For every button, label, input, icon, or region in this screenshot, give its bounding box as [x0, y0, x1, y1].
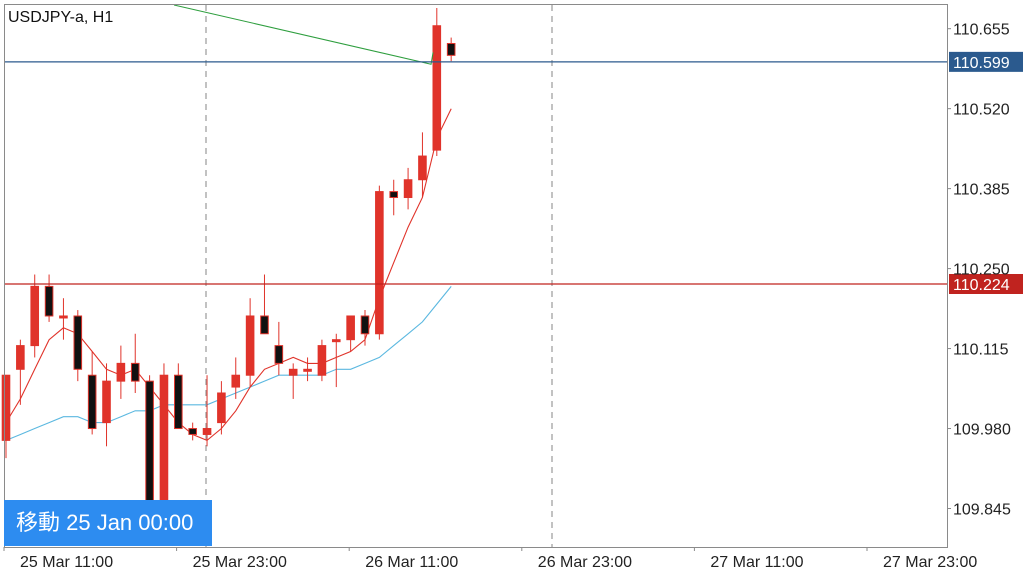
candle-body-up — [331, 339, 341, 343]
candle-body-up — [217, 392, 226, 424]
y-tick-label: 110.520 — [953, 102, 1010, 119]
candle-body-up — [375, 191, 384, 335]
trendline — [173, 4, 434, 65]
candle-body-up — [1, 374, 11, 441]
y-tick-label: 110.655 — [953, 22, 1010, 39]
candle-body-up — [116, 362, 126, 382]
goto-date-button[interactable]: 移動 25 Jan 00:00 — [4, 500, 212, 546]
x-tick-label: 27 Mar 23:00 — [883, 554, 977, 571]
candle-body-up — [102, 380, 111, 424]
y-tick-label: 110.115 — [953, 342, 1009, 359]
moving-averages — [5, 108, 452, 442]
candle-body-down — [260, 315, 269, 335]
candle-body-down — [174, 374, 183, 430]
candle-body-up — [346, 315, 355, 341]
candle-body-up — [418, 155, 427, 181]
x-tick-label: 25 Mar 23:00 — [193, 554, 287, 571]
plot-frame — [4, 4, 948, 548]
ma-red-line — [5, 108, 452, 442]
candle-body-up — [403, 179, 413, 199]
candle-body-up — [317, 345, 327, 376]
candle-body-up — [159, 374, 169, 512]
price-tag-0 — [949, 51, 1023, 72]
trendline-layer — [173, 4, 434, 65]
x-tick-label: 25 Mar 11:00 — [20, 554, 113, 571]
x-tick-label: 26 Mar 11:00 — [365, 554, 458, 571]
candles — [1, 7, 456, 524]
ma-blue-line — [5, 286, 452, 441]
price-tag-label-1: 110.224 — [953, 277, 1010, 294]
candle-body-down — [446, 43, 456, 56]
price-axis: 110.655 110.520 110.385 110.250 110.115 109.9… — [947, 22, 1011, 518]
candle-body-down — [188, 428, 197, 435]
price-tag-1 — [949, 273, 1023, 294]
price-tag-label-0: 110.599 — [953, 55, 1010, 72]
candle-body-up — [303, 368, 312, 372]
candle-body-up — [288, 368, 298, 376]
x-tick-label: 26 Mar 23:00 — [538, 554, 632, 571]
candle-body-down — [145, 380, 154, 518]
candle-body-down — [274, 345, 284, 364]
candle-body-up — [59, 315, 68, 319]
candle-body-up — [245, 315, 255, 376]
candle-body-down — [44, 285, 54, 317]
candle-body-up — [16, 345, 25, 370]
candle-body-up — [202, 428, 212, 435]
candle-body-down — [73, 315, 83, 370]
time-axis: 25 Mar 11:00 25 Mar 23:00 26 Mar 11:00 26 M… — [3, 547, 977, 571]
y-tick-label: 109.845 — [953, 501, 1011, 518]
x-tick-label: 27 Mar 11:00 — [710, 554, 803, 571]
candle-body-up — [231, 374, 241, 388]
vertical-gridlines — [205, 5, 553, 547]
candle-body-down — [87, 374, 97, 430]
candle-body-down — [389, 191, 399, 199]
candle-body-down — [360, 315, 370, 335]
y-tick-label: 110.250 — [953, 262, 1010, 279]
y-tick-label: 110.385 — [953, 182, 1010, 199]
y-tick-label: 109.980 — [953, 422, 1011, 439]
candle-body-up — [30, 285, 40, 347]
price-lines: 110.599 110.224 — [5, 51, 1023, 294]
symbol-label: USDJPY-a, H1 — [8, 9, 113, 26]
candle-body-down — [130, 362, 140, 382]
candle-body-up — [432, 25, 442, 151]
